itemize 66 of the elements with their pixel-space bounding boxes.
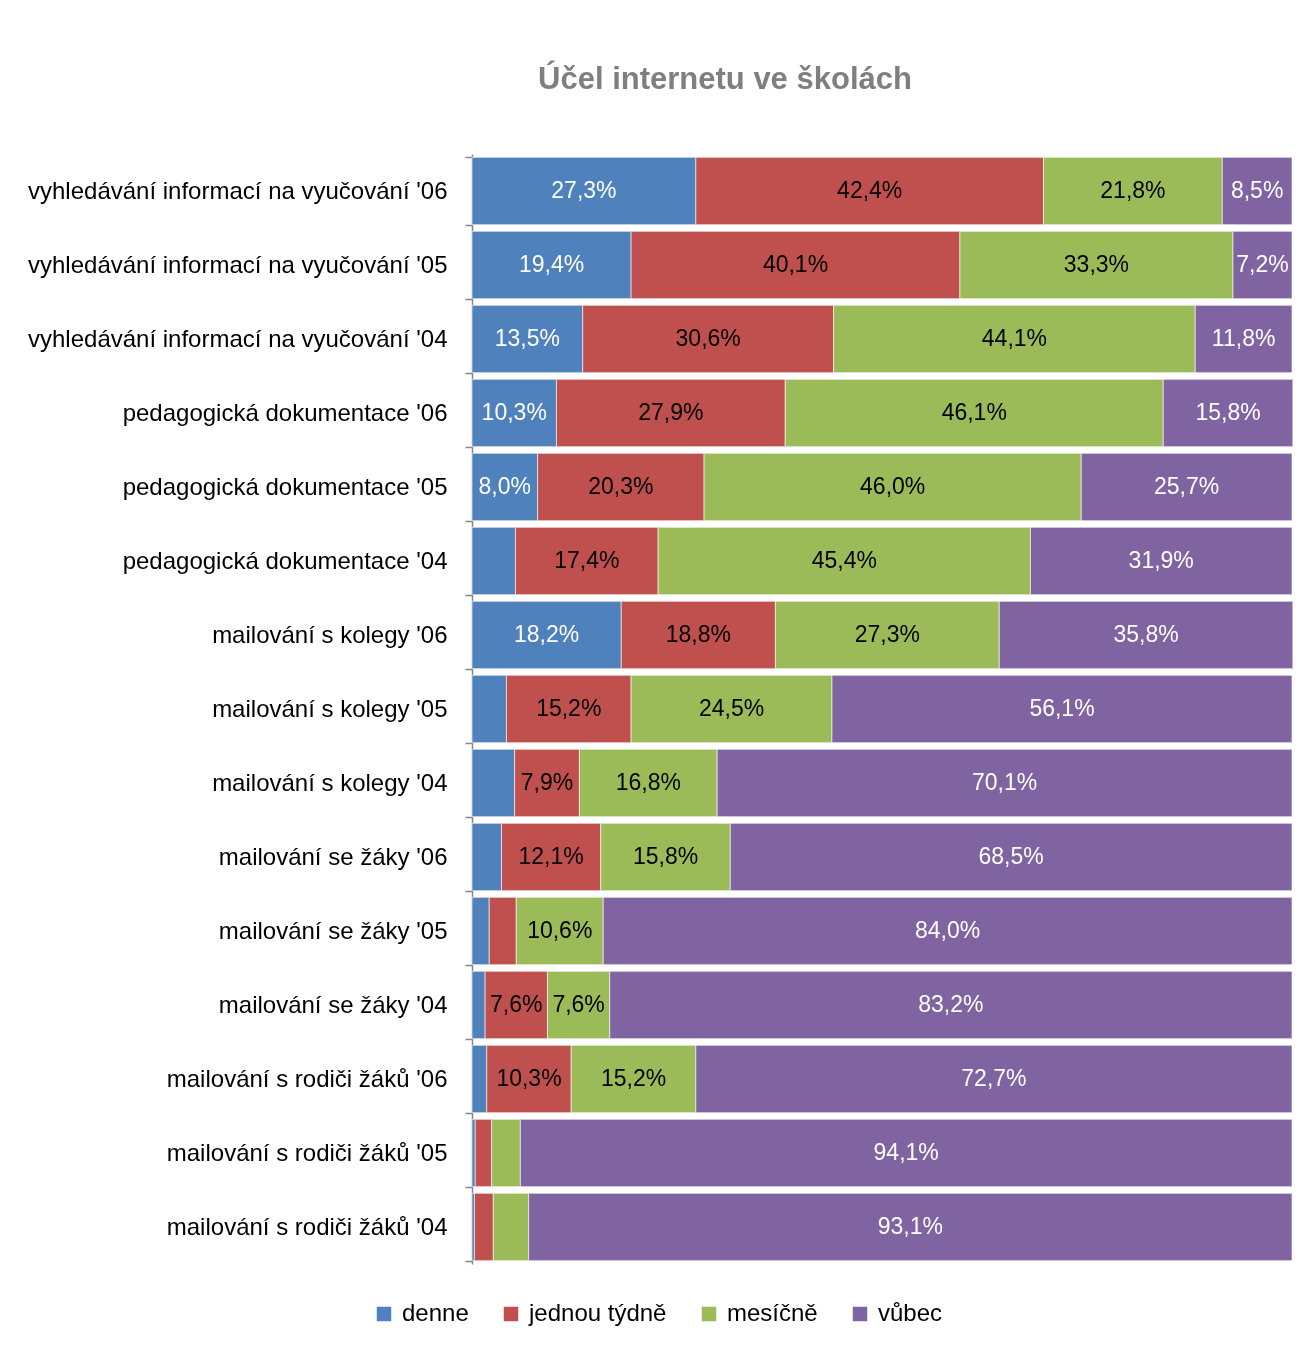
data-label: 15,8%	[632, 843, 699, 869]
legend-label: jednou týdně	[528, 1299, 667, 1326]
data-label: 93,1%	[877, 1213, 943, 1239]
y-tick-label: mailování s rodiči žáků '04	[166, 1212, 448, 1240]
data-label: 19,4%	[518, 251, 585, 277]
y-tick-label: mailování se žáky '05	[218, 916, 448, 944]
data-label: 20,3%	[588, 473, 654, 499]
legend-label: denne	[402, 1299, 469, 1326]
data-label: 12,1%	[518, 843, 584, 869]
y-tick-label: vyhledávání informací na vyučování '04	[28, 324, 448, 352]
y-tick-label: mailování s rodiči žáků '05	[166, 1138, 448, 1166]
data-label: 15,2%	[600, 1065, 667, 1091]
y-tick-label: pedagogická dokumentace '05	[122, 472, 448, 500]
data-label: 44,1%	[981, 325, 1048, 351]
data-label: 24,5%	[698, 695, 765, 721]
y-tick-label: vyhledávání informací na vyučování '05	[28, 250, 448, 278]
data-label: 7,6%	[490, 991, 543, 1017]
data-label: 27,3%	[551, 177, 617, 203]
data-label: 11,8%	[1211, 325, 1276, 351]
y-tick-label: pedagogická dokumentace '04	[122, 546, 448, 574]
y-tick-label: vyhledávání informací na vyučování '06	[28, 176, 448, 204]
y-tick-label: mailování s kolegy '05	[212, 694, 448, 722]
data-label: 8,5%	[1230, 177, 1284, 203]
data-label: 15,8%	[1195, 399, 1261, 425]
y-tick-label: pedagogická dokumentace '06	[122, 398, 448, 426]
data-label: 25,7%	[1154, 473, 1220, 499]
data-label: 68,5%	[978, 843, 1044, 869]
chart-title: Účel internetu ve školách	[538, 60, 912, 96]
data-label: 8,0%	[478, 473, 532, 499]
data-label: 46,1%	[941, 399, 1007, 425]
data-label: 40,1%	[762, 251, 829, 277]
data-label: 46,0%	[860, 473, 926, 499]
data-label: 17,4%	[554, 547, 620, 573]
data-label: 84,0%	[914, 917, 981, 943]
legend-label: vůbec	[878, 1299, 943, 1326]
y-tick-label: mailování se žáky '06	[218, 842, 448, 870]
y-tick-label: mailování se žáky '04	[218, 990, 448, 1018]
data-label: 18,8%	[665, 621, 731, 647]
data-label: 56,1%	[1029, 695, 1095, 721]
data-label: 45,4%	[811, 547, 877, 573]
data-label: 15,2%	[536, 695, 602, 721]
y-tick-label: mailování s kolegy '06	[212, 620, 448, 648]
data-label: 10,6%	[527, 917, 593, 943]
data-label: 7,9%	[520, 769, 574, 795]
data-label: 18,2%	[514, 621, 580, 647]
legend-label: mesíčně	[727, 1299, 818, 1326]
y-tick-label: mailování s rodiči žáků '06	[166, 1064, 448, 1092]
data-label: 16,8%	[615, 769, 681, 795]
data-label: 10,3%	[496, 1065, 562, 1091]
data-label: 31,9%	[1128, 547, 1194, 573]
data-label: 94,1%	[873, 1139, 939, 1165]
data-label: 27,9%	[638, 399, 704, 425]
data-label: 10,3%	[481, 399, 547, 425]
data-label: 21,8%	[1100, 177, 1166, 203]
data-label: 27,3%	[854, 621, 920, 647]
data-label: 83,2%	[918, 991, 984, 1017]
data-label: 13,5%	[494, 325, 560, 351]
data-label: 7,6%	[552, 991, 605, 1017]
data-label: 33,3%	[1063, 251, 1130, 277]
data-label: 7,2%	[1236, 251, 1289, 277]
data-label: 72,7%	[961, 1065, 1027, 1091]
data-label: 42,4%	[837, 177, 903, 203]
data-label: 30,6%	[675, 325, 741, 351]
data-label: 35,8%	[1113, 621, 1179, 647]
y-tick-label: mailování s kolegy '04	[212, 768, 448, 796]
data-label: 70,1%	[971, 769, 1038, 795]
